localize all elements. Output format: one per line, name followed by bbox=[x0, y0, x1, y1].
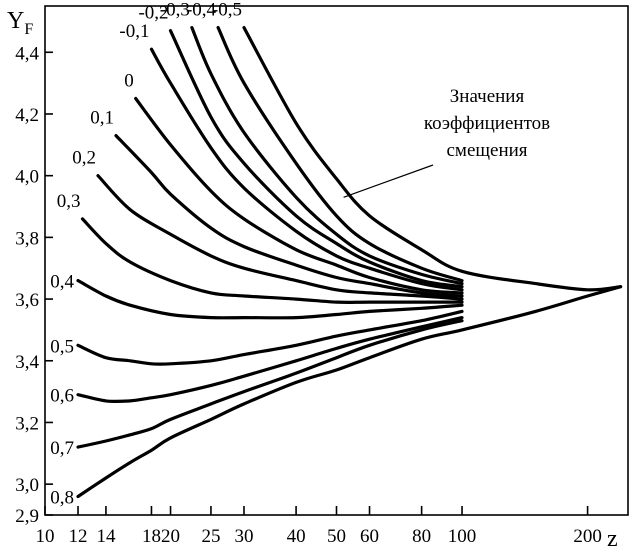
series-line-5 bbox=[134, 96, 464, 295]
series-label-7: 0,2 bbox=[72, 148, 96, 169]
series-label-10: 0,5 bbox=[50, 336, 74, 357]
series-label-11: 0,6 bbox=[50, 386, 74, 407]
annotation-line-0: Значения bbox=[450, 86, 525, 107]
series-label-1: -0,4 bbox=[186, 0, 217, 21]
y-tick-label: 4,0 bbox=[15, 167, 39, 188]
series-label-9: 0,4 bbox=[50, 272, 74, 293]
x-tick-label: 100 bbox=[448, 526, 477, 547]
annotation-line-1: коэффициентов bbox=[424, 113, 550, 134]
x-tick-label: 200 bbox=[573, 526, 602, 547]
x-tick-label: 30 bbox=[234, 526, 253, 547]
x-tick-label: 60 bbox=[360, 526, 379, 547]
series-label-2: -0,3 bbox=[160, 0, 190, 21]
series-label-0: -0,5 bbox=[212, 0, 242, 21]
series-line-11 bbox=[76, 316, 464, 404]
y-tick-label: 3,0 bbox=[15, 475, 39, 496]
y-tick-label: 3,8 bbox=[15, 228, 39, 249]
annotation-line-2: смещения bbox=[446, 140, 527, 161]
series-label-5: 0 bbox=[124, 71, 134, 92]
x-tick-label: 12 bbox=[69, 526, 88, 547]
series-line-1 bbox=[216, 26, 464, 283]
x-tick-label: 80 bbox=[412, 526, 431, 547]
annotation: Значения коэффициентов смещения bbox=[343, 86, 550, 198]
series-line-6 bbox=[114, 134, 464, 298]
y-axis-title: YF bbox=[7, 8, 33, 38]
y-tick-label: 4,2 bbox=[15, 105, 39, 126]
annotation-leader bbox=[343, 164, 434, 198]
y-axis-title-sub: F bbox=[24, 21, 33, 38]
series-line-0 bbox=[242, 26, 623, 292]
x-tick-label: 50 bbox=[327, 526, 346, 547]
series-label-3: -0,2 bbox=[138, 3, 168, 24]
y-tick-label: 3,4 bbox=[15, 352, 39, 373]
x-tick-label: 14 bbox=[96, 526, 116, 547]
series-layer bbox=[76, 26, 623, 499]
x-tick-label: 10 bbox=[36, 526, 55, 547]
series-line-13 bbox=[76, 285, 623, 499]
series-line-12 bbox=[76, 319, 464, 449]
y-axis-title-main: Y bbox=[7, 8, 24, 34]
series-label-12: 0,7 bbox=[50, 438, 74, 459]
series-line-8 bbox=[80, 217, 464, 304]
series-line-2 bbox=[190, 26, 464, 286]
series-label-6: 0,1 bbox=[90, 108, 114, 129]
y-tick-label: 3,6 bbox=[15, 290, 39, 311]
series-line-3 bbox=[168, 29, 464, 289]
series-label-13: 0,8 bbox=[50, 487, 74, 508]
axis-ticks: 10 12 14 18 20 25 30 40 50 60 80 100 200 2,9 3,0 3,2 3,4… bbox=[15, 43, 602, 547]
y-tick-label: 4,4 bbox=[15, 43, 39, 64]
series-line-10 bbox=[76, 309, 464, 366]
series-label-4: -0,1 bbox=[119, 21, 149, 42]
y-tick-label: 3,2 bbox=[15, 413, 39, 434]
x-tick-label: 20 bbox=[161, 526, 180, 547]
y-tick-label: 2,9 bbox=[15, 506, 39, 527]
x-tick-label: 40 bbox=[287, 526, 306, 547]
series-line-9 bbox=[76, 279, 464, 320]
series-label-8: 0,3 bbox=[57, 191, 81, 212]
series-line-4 bbox=[149, 47, 464, 292]
x-tick-label: 18 bbox=[142, 526, 161, 547]
curve-labels: -0,5-0,4-0,3-0,2-0,1 0 0,1 0,2 0,3 0,4 0,5 0,6 0… bbox=[50, 0, 242, 508]
x-axis-title: z bbox=[607, 526, 618, 552]
x-tick-label: 25 bbox=[201, 526, 220, 547]
series-line-7 bbox=[96, 174, 464, 301]
